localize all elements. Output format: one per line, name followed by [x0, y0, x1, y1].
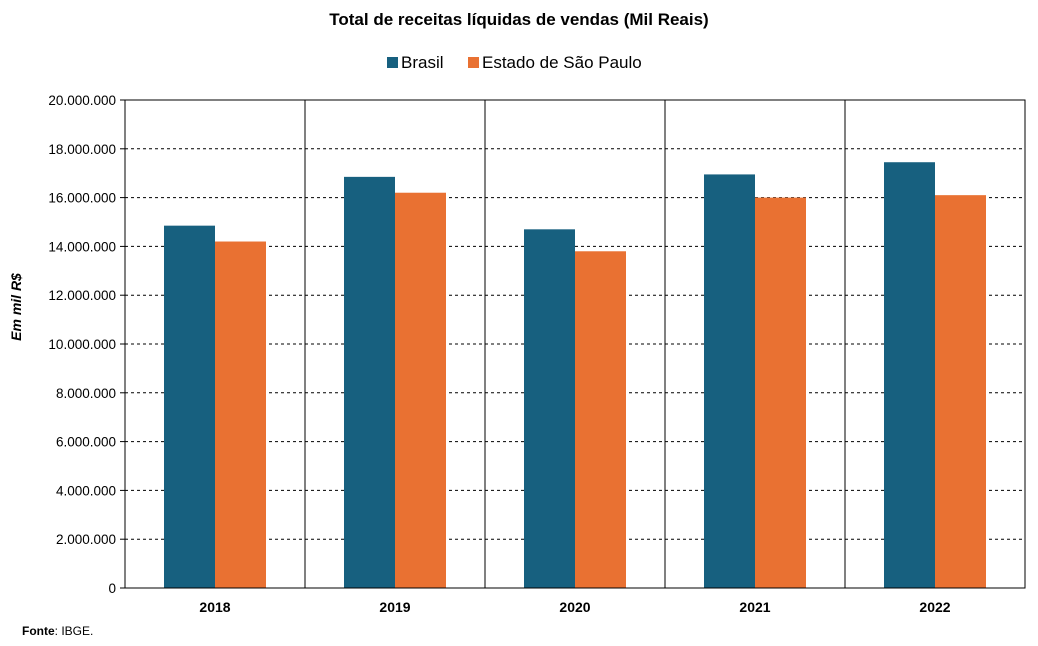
x-tick-label: 2021 — [739, 599, 770, 615]
legend-label-sao-paulo: Estado de São Paulo — [482, 53, 642, 72]
x-tick-label: 2018 — [199, 599, 230, 615]
y-axis-label: Em mil R$ — [8, 273, 24, 341]
legend-swatch-sao-paulo — [468, 57, 479, 68]
y-tick-label: 10.000.000 — [48, 337, 116, 352]
y-tick-labels: 0 2.000.000 4.000.000 6.000.000 8.000.000 10.… — [48, 93, 125, 596]
x-tick-label: 2019 — [379, 599, 410, 615]
y-tick-label: 0 — [108, 581, 116, 596]
y-tick-label: 20.000.000 — [48, 93, 116, 108]
y-tick-label: 14.000.000 — [48, 239, 116, 254]
y-tick-label: 4.000.000 — [56, 483, 116, 498]
bars — [164, 162, 986, 589]
y-tick-label: 8.000.000 — [56, 386, 116, 401]
y-tick-label: 16.000.000 — [48, 191, 116, 206]
legend-label-brasil: Brasil — [401, 53, 444, 72]
category-separators — [304, 100, 846, 588]
bar-sao-paulo-2019 — [395, 192, 446, 588]
bar-chart: Total de receitas líquidas de vendas (Mi… — [8, 10, 1026, 615]
bar-brasil-2020 — [524, 229, 575, 588]
bar-brasil-2022 — [884, 162, 935, 588]
y-tick-label: 6.000.000 — [56, 435, 116, 450]
legend-swatch-brasil — [387, 57, 398, 68]
plot-frame — [124, 99, 1026, 589]
x-tick-label: 2020 — [559, 599, 590, 615]
x-tick-labels: 2018 2019 2020 2021 2022 — [199, 599, 950, 615]
legend: Brasil Estado de São Paulo — [387, 53, 642, 72]
source-text: : IBGE. — [54, 624, 94, 638]
y-tick-label: 2.000.000 — [56, 532, 116, 547]
x-tick-label: 2022 — [919, 599, 950, 615]
bar-brasil-2021 — [704, 174, 755, 589]
bar-brasil-2019 — [344, 176, 395, 589]
bar-sao-paulo-2021 — [755, 197, 806, 588]
y-tick-label: 18.000.000 — [48, 142, 116, 157]
bar-brasil-2018 — [164, 225, 215, 588]
source-note: Fonte: IBGE. — [22, 624, 93, 638]
bar-sao-paulo-2022 — [935, 195, 986, 588]
chart-title: Total de receitas líquidas de vendas (Mi… — [329, 10, 708, 29]
source-label: Fonte — [22, 624, 55, 638]
bar-sao-paulo-2020 — [575, 251, 626, 588]
bar-sao-paulo-2018 — [215, 241, 266, 588]
y-tick-label: 12.000.000 — [48, 288, 116, 303]
